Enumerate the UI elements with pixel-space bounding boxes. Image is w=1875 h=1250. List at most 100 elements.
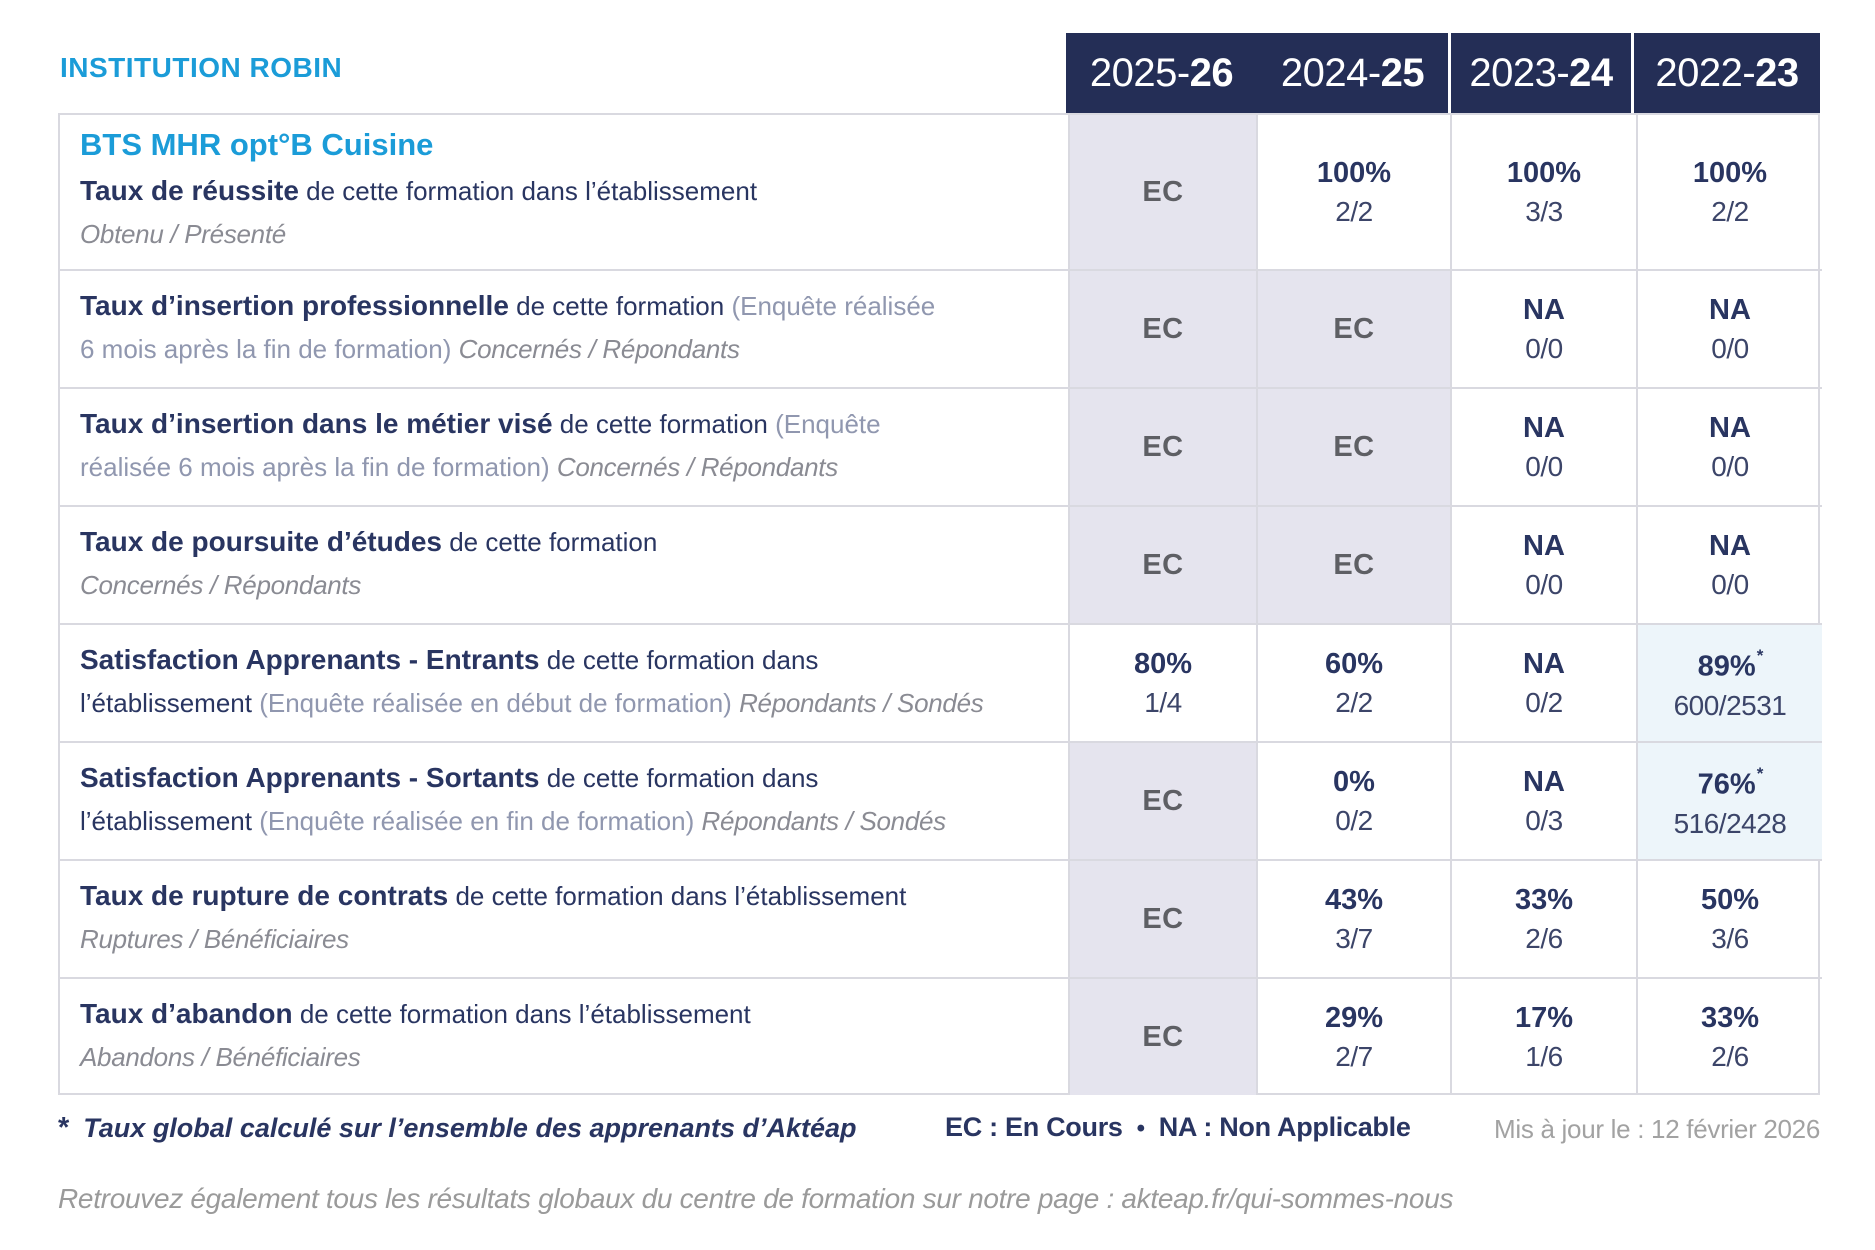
legend: EC : En Cours • NA : Non Applicable xyxy=(945,1112,1411,1143)
percentage-value: 80% xyxy=(1133,647,1193,680)
fraction-value: 0/2 xyxy=(1525,686,1563,718)
fraction-value: 2/6 xyxy=(1711,1040,1749,1072)
institution-title: INSTITUTION ROBIN xyxy=(60,52,343,83)
ec-value: EC xyxy=(1142,548,1184,581)
row-label-taux-insertion-professionnelle: Taux d’insertion professionnelle de cett… xyxy=(60,269,1068,387)
fraction-value: 0/0 xyxy=(1711,332,1749,364)
program-title: BTS MHR opt°B Cuisine xyxy=(80,126,434,162)
row-label-taux-insertion-metier-vise: Taux d’insertion dans le métier visé de … xyxy=(60,387,1068,505)
fraction-value: 1/6 xyxy=(1525,1040,1563,1072)
cell-taux-de-reussite-2022-23: 100% 2/2 xyxy=(1636,115,1822,269)
year-header-2025-26: 2025-26 xyxy=(1089,50,1234,95)
year-header-2023-24: 2023-24 xyxy=(1451,33,1631,113)
percentage-value: NA xyxy=(1709,293,1751,326)
cell-taux-rupture-contrats-2023-24: 33% 2/6 xyxy=(1450,859,1636,977)
ec-value: EC xyxy=(1333,430,1375,463)
ec-value: EC xyxy=(1333,548,1375,581)
cell-taux-abandon-2022-23: 33% 2/6 xyxy=(1636,977,1822,1095)
ec-value: EC xyxy=(1142,1020,1184,1053)
fraction-value: 2/2 xyxy=(1335,195,1373,227)
fraction-value: 0/0 xyxy=(1525,450,1563,482)
percentage-value: 50% xyxy=(1700,883,1760,916)
fraction-value: 3/6 xyxy=(1711,922,1749,954)
cell-taux-insertion-metier-vise-2025-26: EC xyxy=(1068,387,1256,505)
percentage-value: 60% xyxy=(1324,647,1384,680)
cell-taux-rupture-contrats-2024-25: 43% 3/7 xyxy=(1256,859,1450,977)
cell-taux-de-reussite-2023-24: 100% 3/3 xyxy=(1450,115,1636,269)
ec-value: EC xyxy=(1142,902,1184,935)
cell-taux-insertion-professionnelle-2023-24: NA 0/0 xyxy=(1450,269,1636,387)
cell-taux-insertion-metier-vise-2024-25: EC xyxy=(1256,387,1450,505)
cell-taux-abandon-2024-25: 29% 2/7 xyxy=(1256,977,1450,1095)
legend-bullet: • xyxy=(1136,1115,1145,1142)
percentage-value: NA xyxy=(1523,765,1565,798)
fraction-value: 1/4 xyxy=(1144,686,1182,718)
ec-value: EC xyxy=(1142,430,1184,463)
cell-taux-insertion-metier-vise-2022-23: NA 0/0 xyxy=(1636,387,1822,505)
percentage-value: NA xyxy=(1523,411,1565,444)
cell-satisfaction-apprenants-sortants-2024-25: 0% 0/2 xyxy=(1256,741,1450,859)
cell-taux-poursuite-etudes-2024-25: EC xyxy=(1256,505,1450,623)
row-label-taux-poursuite-etudes: Taux de poursuite d’études de cette form… xyxy=(60,505,1068,623)
percentage-value: 17% xyxy=(1514,1001,1574,1034)
row-label-taux-abandon: Taux d’abandon de cette formation dans l… xyxy=(60,977,1068,1095)
year-header-2024-25: 2024-25 xyxy=(1280,50,1425,95)
percentage-value: NA xyxy=(1709,411,1751,444)
legend-na: NA : Non Applicable xyxy=(1158,1112,1411,1142)
fraction-value: 2/2 xyxy=(1711,195,1749,227)
global-rate-asterisk: * xyxy=(1756,764,1764,784)
cell-satisfaction-apprenants-entrants-2022-23: 89%* 600/2531 xyxy=(1636,623,1822,741)
row-label-taux-rupture-contrats: Taux de rupture de contrats de cette for… xyxy=(60,859,1068,977)
cell-taux-insertion-metier-vise-2023-24: NA 0/0 xyxy=(1450,387,1636,505)
cell-satisfaction-apprenants-sortants-2022-23: 76%* 516/2428 xyxy=(1636,741,1822,859)
fraction-value: 600/2531 xyxy=(1673,689,1787,721)
cell-taux-de-reussite-2025-26: EC xyxy=(1068,115,1256,269)
fraction-value: 0/3 xyxy=(1525,804,1563,836)
percentage-value: 33% xyxy=(1700,1001,1760,1034)
asterisk: * xyxy=(58,1112,70,1144)
percentage-value: 76%* xyxy=(1697,764,1764,801)
percentage-value: NA xyxy=(1523,529,1565,562)
global-rate-asterisk: * xyxy=(1756,646,1764,666)
cell-taux-abandon-2025-26: EC xyxy=(1068,977,1256,1095)
fraction-value: 3/3 xyxy=(1525,195,1563,227)
cell-satisfaction-apprenants-entrants-2023-24: NA 0/2 xyxy=(1450,623,1636,741)
cell-satisfaction-apprenants-sortants-2023-24: NA 0/3 xyxy=(1450,741,1636,859)
legend-ec: EC : En Cours xyxy=(945,1112,1123,1142)
global-rate-footnote: * Taux global calculé sur l’ensemble des … xyxy=(58,1112,857,1144)
percentage-value: 89%* xyxy=(1697,646,1764,683)
results-table-body: BTS MHR opt°B Cuisine Taux de réussite de… xyxy=(58,113,1822,1095)
fraction-value: 0/0 xyxy=(1525,332,1563,364)
global-results-link-line: Retrouvez également tous les résultats g… xyxy=(58,1183,1454,1214)
ec-value: EC xyxy=(1142,175,1184,208)
footnote-row: * Taux global calculé sur l’ensemble des … xyxy=(58,1112,1820,1152)
cell-taux-poursuite-etudes-2022-23: NA 0/0 xyxy=(1636,505,1822,623)
percentage-value: 100% xyxy=(1506,156,1582,189)
year-header-current-block: 2025-26 2024-25 xyxy=(1066,33,1448,113)
fraction-value: 2/2 xyxy=(1335,686,1373,718)
ec-value: EC xyxy=(1333,312,1375,345)
cell-taux-de-reussite-2024-25: 100% 2/2 xyxy=(1256,115,1450,269)
fraction-value: 0/2 xyxy=(1335,804,1373,836)
cell-satisfaction-apprenants-entrants-2025-26: 80% 1/4 xyxy=(1068,623,1256,741)
percentage-value: 100% xyxy=(1316,156,1392,189)
fraction-value: 0/0 xyxy=(1711,568,1749,600)
cell-taux-poursuite-etudes-2023-24: NA 0/0 xyxy=(1450,505,1636,623)
cell-taux-insertion-professionnelle-2022-23: NA 0/0 xyxy=(1636,269,1822,387)
percentage-value: 29% xyxy=(1324,1001,1384,1034)
percentage-value: 0% xyxy=(1333,765,1375,798)
cell-taux-rupture-contrats-2022-23: 50% 3/6 xyxy=(1636,859,1822,977)
ec-value: EC xyxy=(1142,312,1184,345)
updated-date: Mis à jour le : 12 février 2026 xyxy=(1494,1114,1820,1144)
row-label-satisfaction-apprenants-entrants: Satisfaction Apprenants - Entrants de ce… xyxy=(60,623,1068,741)
cell-taux-abandon-2023-24: 17% 1/6 xyxy=(1450,977,1636,1095)
row-label-satisfaction-apprenants-sortants: Satisfaction Apprenants - Sortants de ce… xyxy=(60,741,1068,859)
cell-taux-insertion-professionnelle-2024-25: EC xyxy=(1256,269,1450,387)
cell-satisfaction-apprenants-entrants-2024-25: 60% 2/2 xyxy=(1256,623,1450,741)
cell-taux-rupture-contrats-2025-26: EC xyxy=(1068,859,1256,977)
percentage-value: NA xyxy=(1523,647,1565,680)
percentage-value: NA xyxy=(1523,293,1565,326)
fraction-value: 2/6 xyxy=(1525,922,1563,954)
cell-taux-insertion-professionnelle-2025-26: EC xyxy=(1068,269,1256,387)
